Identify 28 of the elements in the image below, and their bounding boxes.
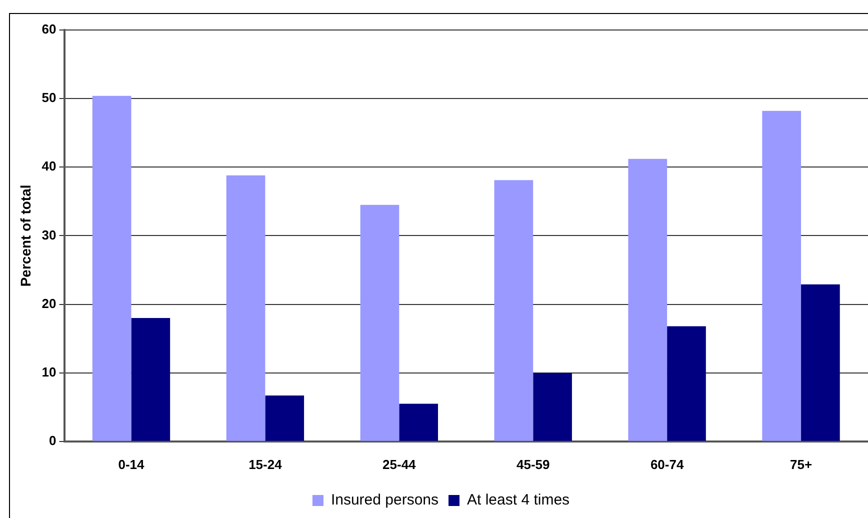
y-axis-title: Percent of total [17, 184, 34, 287]
bar [360, 204, 400, 441]
y-tick-label: 40 [42, 158, 56, 174]
bar [762, 110, 802, 441]
x-tick-label: 0-14 [118, 456, 146, 472]
bar [801, 284, 840, 441]
x-tick-label: 25-44 [382, 456, 417, 472]
x-tick-label: 75+ [790, 456, 812, 472]
bar [226, 175, 266, 441]
legend-label: At least 4 times [467, 492, 570, 509]
bar [265, 395, 304, 441]
bar [399, 404, 438, 441]
y-tick-label: 20 [42, 296, 56, 311]
y-tick-label: 60 [42, 22, 56, 37]
y-tick-label: 30 [42, 227, 56, 242]
y-tick-label: 0 [49, 432, 56, 448]
bar [667, 326, 706, 441]
bar [131, 318, 170, 441]
bar [533, 372, 572, 441]
bar [628, 158, 668, 441]
y-tick-label: 50 [42, 90, 56, 106]
bar [92, 96, 132, 441]
x-tick-label: 45-59 [516, 456, 550, 472]
x-tick-label: 15-24 [248, 456, 283, 472]
legend-label: Insured persons [330, 492, 439, 509]
y-tick-label: 10 [42, 364, 56, 380]
x-tick-label: 60-74 [650, 456, 684, 472]
bar [494, 180, 534, 441]
